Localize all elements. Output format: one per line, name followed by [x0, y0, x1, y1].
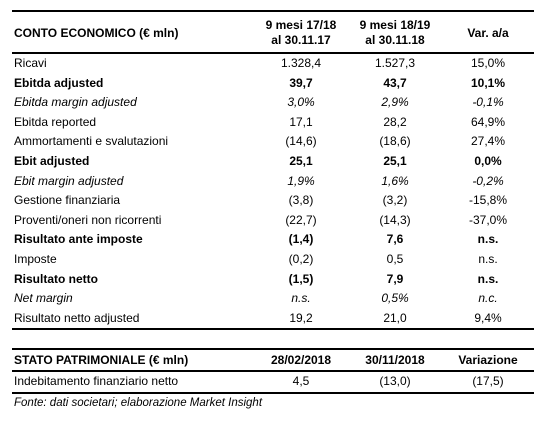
- table-row: Proventi/oneri non ricorrenti (22,7) (14,3…: [12, 211, 534, 231]
- row-value-2: (3,2): [382, 193, 408, 208]
- row-value-2: 7,9: [386, 271, 404, 286]
- row-value-1: 1,9%: [287, 173, 315, 188]
- row-value-2: 25,1: [383, 153, 407, 168]
- row-value-3: n.c.: [478, 291, 498, 306]
- row-value-2: 2,9%: [381, 95, 409, 110]
- row-label: Ebitda margin adjusted: [14, 95, 137, 110]
- row-value-2: 43,7: [383, 75, 407, 90]
- header-col1-line1: 9 mesi 17/18: [265, 18, 337, 32]
- row-value-2: (14,3): [379, 212, 411, 227]
- row-value-3: 9,4%: [442, 308, 534, 331]
- row-value-1: 1.328,4: [280, 56, 322, 70]
- row-value-2: (13,0): [348, 371, 442, 394]
- financial-tables: CONTO ECONOMICO (€ mln) 9 mesi 17/18 al …: [12, 10, 534, 409]
- conto-economico-title: CONTO ECONOMICO (€ mln): [12, 10, 254, 54]
- row-value-1: n.s.: [291, 291, 311, 306]
- row-value-2: 1,6%: [381, 173, 409, 188]
- row-value-1: 19,2: [254, 308, 348, 331]
- row-label: Ricavi: [14, 56, 47, 70]
- row-label: Indebitamento finanziario netto: [12, 371, 254, 394]
- row-label: Ebitda adjusted: [14, 75, 104, 90]
- row-value-3: (17,5): [442, 371, 534, 394]
- stato-patrimoniale-table: STATO PATRIMONIALE (€ mln) 28/02/2018 30…: [12, 348, 534, 394]
- stato-patrimoniale-header-row: STATO PATRIMONIALE (€ mln) 28/02/2018 30…: [12, 348, 534, 373]
- table-row: Indebitamento finanziario netto 4,5 (13,0)…: [12, 371, 534, 394]
- row-value-2: 0,5: [386, 251, 404, 266]
- conto-economico-table: CONTO ECONOMICO (€ mln) 9 mesi 17/18 al …: [12, 10, 534, 331]
- row-value-2: 21,0: [348, 308, 442, 331]
- header-var-a-a: Var. a/a: [442, 10, 534, 54]
- row-value-2: 1.527,3: [374, 56, 416, 70]
- row-value-1: (1,4): [288, 232, 314, 247]
- table-row: Risultato netto (1,5) 7,9 n.s.: [12, 270, 534, 290]
- row-label: Risultato ante imposte: [14, 232, 143, 247]
- row-label: Ebitda reported: [14, 114, 97, 129]
- row-label: Gestione finanziaria: [14, 193, 121, 208]
- table-row: Ebit adjusted 25,1 25,1 0,0%: [12, 152, 534, 172]
- table-row: Risultato netto adjusted 19,2 21,0 9,4%: [12, 308, 534, 331]
- row-value-3: 64,9%: [470, 114, 506, 129]
- header-9-mesi-18-19: 9 mesi 18/19 al 30.11.18: [348, 10, 442, 54]
- table-row: Net margin n.s. 0,5% n.c.: [12, 289, 534, 309]
- row-label: Risultato netto adjusted: [12, 308, 254, 331]
- row-value-3: -0,1%: [472, 95, 504, 110]
- header-col2-line2: al 30.11.18: [365, 33, 425, 47]
- table-row: Ammortamenti e svalutazioni (14,6) (18,6) 2…: [12, 132, 534, 152]
- header-col2-line1: 9 mesi 18/19: [359, 18, 431, 32]
- table-row: Imposte (0,2) 0,5 n.s.: [12, 250, 534, 270]
- row-value-1: 3,0%: [287, 95, 315, 110]
- row-value-2: 0,5%: [381, 291, 409, 306]
- table-gap: [12, 330, 534, 348]
- header-9-mesi-17-18: 9 mesi 17/18 al 30.11.17: [254, 10, 348, 54]
- row-label: Proventi/oneri non ricorrenti: [14, 212, 162, 227]
- row-value-1: 4,5: [254, 371, 348, 394]
- source-note: Fonte: dati societari; elaborazione Mark…: [14, 396, 263, 409]
- row-value-3: -15,8%: [468, 193, 508, 208]
- row-label: Ebit margin adjusted: [14, 173, 124, 188]
- row-label: Ammortamenti e svalutazioni: [14, 134, 169, 149]
- table-row: Ebit margin adjusted 1,9% 1,6% -0,2%: [12, 172, 534, 192]
- header-30-11-2018: 30/11/2018: [348, 348, 442, 373]
- row-value-2: 28,2: [383, 114, 407, 129]
- conto-economico-body: Ricavi 1.328,4 1.527,3 15,0% Ebitda adjusted…: [12, 53, 534, 331]
- table-row: Ebitda reported 17,1 28,2 64,9%: [12, 113, 534, 133]
- row-label: Risultato netto: [14, 271, 98, 286]
- row-value-1: (22,7): [285, 212, 317, 227]
- row-label: Net margin: [14, 291, 73, 306]
- row-value-2: 7,6: [386, 232, 404, 247]
- row-value-3: 15,0%: [470, 56, 506, 70]
- row-value-3: 27,4%: [470, 134, 506, 149]
- row-value-3: 10,1%: [470, 75, 506, 90]
- row-value-3: n.s.: [478, 251, 498, 266]
- table-row: Ebitda adjusted 39,7 43,7 10,1%: [12, 74, 534, 94]
- header-col1-line2: al 30.11.17: [271, 33, 331, 47]
- table-row: Risultato ante imposte (1,4) 7,6 n.s.: [12, 230, 534, 250]
- row-value-1: (14,6): [285, 134, 317, 149]
- row-value-3: 0,0%: [474, 153, 502, 168]
- conto-economico-header-row: CONTO ECONOMICO (€ mln) 9 mesi 17/18 al …: [12, 10, 534, 54]
- header-variazione: Variazione: [442, 348, 534, 373]
- row-label: Ebit adjusted: [14, 153, 90, 168]
- row-value-3: n.s.: [477, 232, 499, 247]
- header-28-02-2018: 28/02/2018: [254, 348, 348, 373]
- row-value-1: (0,2): [288, 251, 314, 266]
- table-row: Ricavi 1.328,4 1.527,3 15,0%: [12, 53, 534, 74]
- row-value-1: 25,1: [289, 153, 313, 168]
- table-row: Gestione finanziaria (3,8) (3,2) -15,8%: [12, 191, 534, 211]
- row-value-2: (18,6): [379, 134, 411, 149]
- row-value-1: 17,1: [289, 114, 313, 129]
- row-value-1: (1,5): [288, 271, 314, 286]
- row-value-3: -37,0%: [468, 212, 508, 227]
- stato-patrimoniale-body: Indebitamento finanziario netto 4,5 (13,0)…: [12, 371, 534, 394]
- row-value-1: 39,7: [289, 75, 313, 90]
- row-value-3: n.s.: [477, 271, 499, 286]
- row-value-3: -0,2%: [472, 173, 504, 188]
- stato-patrimoniale-title: STATO PATRIMONIALE (€ mln): [12, 348, 254, 373]
- row-value-1: (3,8): [288, 193, 314, 208]
- table-row: Ebitda margin adjusted 3,0% 2,9% -0,1%: [12, 93, 534, 113]
- row-label: Imposte: [14, 251, 57, 266]
